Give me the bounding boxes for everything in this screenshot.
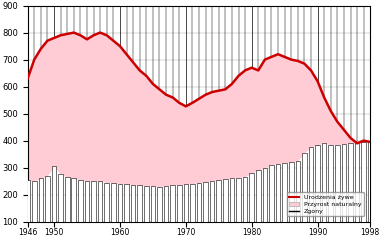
Bar <box>262 168 267 222</box>
Bar <box>355 142 359 222</box>
Bar <box>52 166 56 222</box>
Bar <box>98 181 102 222</box>
Bar <box>335 145 340 222</box>
Bar <box>131 185 135 222</box>
Bar <box>118 184 122 222</box>
Bar <box>164 186 168 222</box>
Bar <box>78 180 83 222</box>
Bar <box>85 181 89 222</box>
Bar <box>269 165 274 222</box>
Bar <box>203 182 208 222</box>
Bar <box>91 181 96 222</box>
Bar <box>256 170 261 222</box>
Bar <box>368 142 372 222</box>
Bar <box>157 187 162 222</box>
Bar <box>104 183 109 222</box>
Bar <box>71 179 76 222</box>
Bar <box>315 145 320 222</box>
Bar <box>32 181 37 222</box>
Bar <box>230 179 234 222</box>
Bar <box>183 185 188 222</box>
Bar <box>170 185 175 222</box>
Bar <box>177 185 181 222</box>
Bar <box>309 147 313 222</box>
Bar <box>197 183 201 222</box>
Bar <box>111 183 116 222</box>
Bar <box>348 143 353 222</box>
Bar <box>342 144 346 222</box>
Bar <box>58 174 63 222</box>
Bar <box>138 185 142 222</box>
Bar <box>249 173 254 222</box>
Bar <box>236 178 241 222</box>
Bar <box>45 176 50 222</box>
Bar <box>217 180 221 222</box>
Bar <box>144 186 149 222</box>
Bar <box>190 184 195 222</box>
Bar <box>151 186 155 222</box>
Bar <box>210 181 214 222</box>
Bar <box>65 177 70 222</box>
Bar <box>296 161 300 222</box>
Bar <box>276 163 280 222</box>
Bar <box>302 153 307 222</box>
Bar <box>39 179 43 222</box>
Bar <box>361 142 366 222</box>
Bar <box>243 177 248 222</box>
Legend: Urodzenia żywe, Przyrost naturalny, Zgony: Urodzenia żywe, Przyrost naturalny, Zgon… <box>287 192 364 216</box>
Bar <box>25 180 30 222</box>
Bar <box>289 162 293 222</box>
Bar <box>322 143 327 222</box>
Bar <box>329 145 333 222</box>
Bar <box>124 185 129 222</box>
Bar <box>223 179 228 222</box>
Bar <box>282 163 287 222</box>
